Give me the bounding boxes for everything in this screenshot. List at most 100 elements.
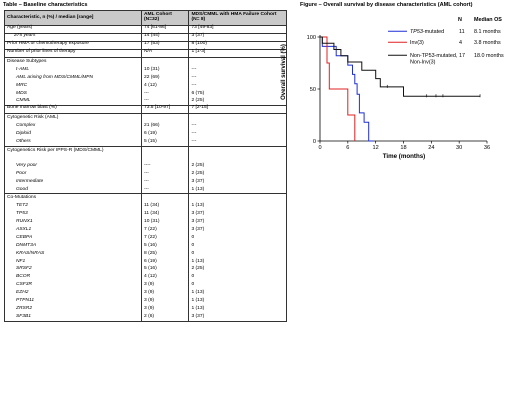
- mutation-label: EZH2: [16, 290, 29, 296]
- x-axis-label: Time (months): [383, 153, 426, 160]
- cyto-aml-label: Complex: [16, 123, 36, 129]
- x-tick-label: 12: [373, 145, 379, 151]
- y-tick-label: 0: [313, 139, 316, 145]
- mutation-aml-value: 11 (34): [144, 211, 160, 217]
- legend-header-os: Median OS: [474, 17, 502, 23]
- legend-label-line2: Non-Inv(3): [410, 60, 436, 66]
- table-title: Table – Baseline characteristics: [3, 2, 88, 8]
- legend-header-n: N: [458, 17, 462, 23]
- cyto-aml-label: Others: [16, 139, 31, 145]
- mutation-label: SF3B1: [16, 313, 31, 319]
- mutations-labels: Co-Mutations TET2 TP53 RUNX1 ASXL1 CEBPA DNMT…: [4, 193, 142, 322]
- y-tick-label: 100: [307, 35, 316, 41]
- subtype-label: MDS: [16, 90, 27, 96]
- cyto-aml-label: Diploid: [16, 131, 31, 137]
- cyto-ipss-label: Good: [16, 186, 28, 192]
- legend-n: 4: [459, 40, 462, 46]
- mutation-aml-value: 3 (9): [144, 305, 155, 311]
- mutation-mds-value: 3 (37): [191, 219, 205, 225]
- row-blast-mds: 7 [2-15]: [188, 105, 287, 115]
- cyto-aml-mds: --- --- ---: [188, 113, 287, 147]
- mutation-mds-value: 0: [191, 242, 195, 248]
- mutation-aml-value: 5 (16): [144, 266, 157, 272]
- mutation-aml-value: 10 (31): [144, 219, 160, 225]
- mutation-aml-value: 3 (9): [144, 282, 155, 288]
- mutation-mds-value: 0: [191, 234, 195, 240]
- cyto-aml-labels: Cytogenetic Risk (AML) Complex Diploid O…: [4, 113, 142, 147]
- legend-n: 11: [459, 29, 465, 35]
- subtypes-aml: 10 (31) 22 (69) 4 (12) --- ---: [140, 56, 190, 107]
- mutation-label: KRAS/NRAS: [16, 250, 45, 256]
- cyto-ipss-label: Very poor: [16, 162, 38, 168]
- mutation-label: CEBPA: [16, 234, 33, 240]
- mutation-mds-value: 3 (37): [191, 227, 205, 233]
- mutation-aml-value: 7 (22): [144, 227, 157, 233]
- mutation-label: BCOR: [16, 274, 31, 280]
- mutation-mds-value: 2 (25): [191, 266, 205, 272]
- mutation-mds-value: 1 (13): [191, 203, 205, 209]
- mutation-mds-value: 3 (37): [191, 211, 205, 217]
- mutation-aml-value: 5 (16): [144, 242, 157, 248]
- mutation-label: TET2: [16, 203, 28, 209]
- mutation-label: TP53: [16, 211, 28, 217]
- subtypes-header: Disease Subtypes: [7, 59, 47, 64]
- figure-title: Figure – Overall survival by disease cha…: [300, 2, 473, 8]
- x-tick-label: 6: [346, 145, 349, 151]
- x-tick-label: 0: [318, 145, 321, 151]
- mutation-aml-value: 3 (9): [144, 298, 155, 304]
- x-tick-label: 24: [428, 145, 434, 151]
- cyto-ipss-labels: Cytogenetics Risk per IPPS-R (MDS/CMML) …: [4, 145, 142, 195]
- mutation-aml-value: 4 (12): [144, 274, 157, 280]
- mutation-mds-value: 1 (13): [191, 298, 205, 304]
- legend-median-os: 8.1 months: [474, 29, 501, 35]
- x-tick-label: 18: [400, 145, 406, 151]
- row-blast-aml: 73.5 [10-97]: [140, 105, 190, 115]
- cyto-ipss-label: Intermediate: [16, 178, 44, 184]
- mutation-label: NF1: [16, 258, 26, 264]
- legend-median-os: 18.0 months: [474, 53, 504, 59]
- baseline-table: Characteristic, n (%) / median [range] A…: [4, 10, 287, 322]
- km-curve: [320, 36, 356, 141]
- mutation-mds-value: 3 (37): [191, 313, 205, 319]
- legend-median-os: 3.8 months: [474, 40, 501, 46]
- subtype-label: AML arising from MDS/CMML/MPN: [16, 74, 94, 80]
- x-tick-label: 36: [484, 145, 490, 151]
- mutations-mds: 1 (13) 3 (37) 3 (37) 3 (37) 0 0 0 1 (13) 2 (25) 0…: [188, 193, 287, 322]
- mutation-label: ASXL1: [16, 227, 32, 233]
- legend-label: Non-TP53-mutated,: [410, 53, 458, 59]
- mutation-mds-value: 0: [191, 250, 195, 256]
- legend-label: Inv(3): [410, 40, 424, 46]
- mutation-mds-value: 1 (13): [191, 290, 205, 296]
- mutation-label: SRSF2: [16, 266, 32, 272]
- mutation-label: PTPN11: [16, 298, 35, 304]
- y-tick-label: 50: [310, 87, 316, 93]
- mutation-mds-value: 1 (13): [191, 258, 205, 264]
- mutation-mds-value: 0: [191, 282, 195, 288]
- mutations-aml: 11 (34) 11 (34) 10 (31) 7 (22) 7 (22) 5 (16) 8…: [140, 193, 190, 322]
- km-curve: [320, 36, 480, 97]
- y-axis-label: Overall survival (%): [281, 44, 287, 100]
- subtypes-labels: Disease Subtypes t-AML AML arising from …: [4, 56, 142, 107]
- header-mds: MDS/CMML with HMA Failure Cohort (N= 8): [188, 10, 287, 26]
- cyto-ipss-mds: 2 (25) 2 (25) 3 (37) 1 (13): [188, 145, 287, 195]
- mutation-label: CSF3R: [16, 282, 33, 288]
- cyto-aml-header: Cytogenetic Risk (AML): [7, 115, 59, 121]
- mutation-aml-value: 11 (34): [144, 203, 160, 209]
- mutation-mds-value: 0: [191, 274, 195, 280]
- mutation-aml-value: 8 (25): [144, 250, 157, 256]
- legend-label: TP53-mutated: [410, 29, 444, 35]
- mutation-mds-value: 1 (13): [191, 305, 205, 311]
- mutation-aml-value: 3 (9): [144, 290, 155, 296]
- x-tick-label: 30: [456, 145, 462, 151]
- mutation-aml-value: 2 (6): [144, 313, 155, 319]
- mutation-label: ZRSR2: [16, 305, 33, 311]
- header-aml: AML Cohort (N=32): [140, 10, 190, 26]
- cyto-ipss-header: Cytogenetics Risk per IPPS-R (MDS/CMML): [7, 147, 104, 153]
- mutation-label: RUNX1: [16, 219, 33, 225]
- km-curve: [320, 36, 374, 142]
- subtype-label: CMML: [16, 98, 31, 104]
- legend-n: 17: [459, 53, 465, 59]
- cyto-aml-aml: 21 (66) 6 (19) 5 (15): [140, 113, 190, 147]
- mutations-header: Co-Mutations: [7, 195, 37, 201]
